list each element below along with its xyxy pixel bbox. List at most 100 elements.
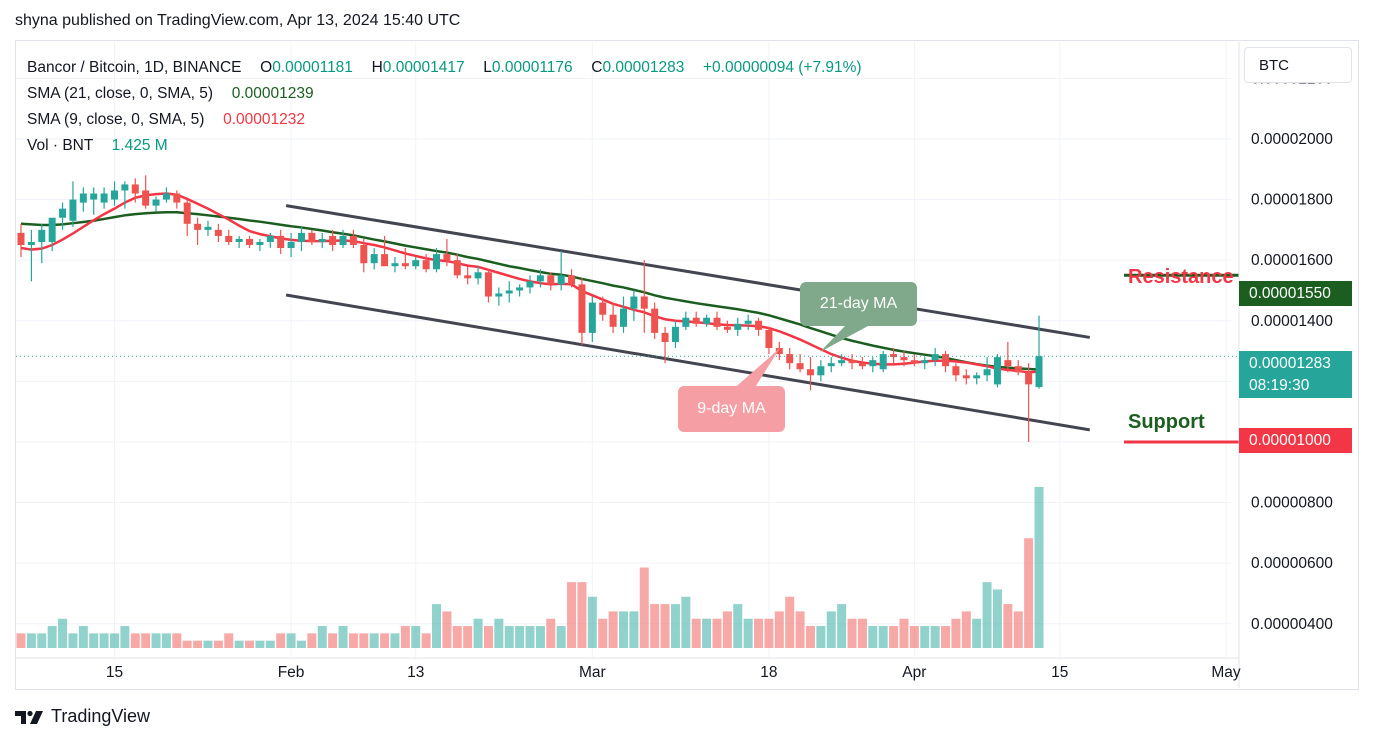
x-tick-label: Mar: [579, 664, 606, 681]
legend-sma9-row[interactable]: SMA (9, close, 0, SMA, 5) 0.00001232: [27, 107, 862, 133]
candle-body: [858, 363, 866, 367]
candle-body: [474, 272, 482, 279]
legend-sma21-row[interactable]: SMA (21, close, 0, SMA, 5) 0.00001239: [27, 81, 862, 107]
y-tick-label: 0.00000400: [1251, 616, 1333, 633]
candle-body: [110, 190, 118, 200]
candle-body: [620, 308, 627, 327]
volume-bar: [515, 626, 525, 648]
candle-body: [931, 354, 939, 361]
candle-body: [121, 184, 129, 191]
volume-bar: [234, 640, 244, 648]
volume-bar: [691, 618, 701, 648]
candle-body: [817, 366, 825, 376]
candle-body: [838, 360, 846, 364]
volume-bar: [151, 633, 161, 648]
candle-body: [578, 284, 586, 333]
candle-body: [1014, 366, 1022, 373]
candle-body: [755, 320, 763, 330]
volume-bar: [774, 611, 784, 648]
volume-bar: [556, 626, 566, 648]
candle-body: [973, 375, 981, 379]
candle-body: [588, 302, 596, 333]
candle-body: [79, 193, 87, 203]
candle-body: [464, 275, 472, 279]
candle-body: [890, 354, 898, 358]
candle-body: [921, 360, 929, 364]
volume-bar: [78, 626, 88, 648]
currency-button[interactable]: BTC: [1244, 47, 1352, 83]
candle-body: [370, 254, 378, 264]
candle-body: [443, 254, 451, 261]
x-tick-label: 13: [407, 664, 424, 681]
candle-body: [422, 260, 430, 270]
brand[interactable]: TradingView: [15, 706, 150, 727]
candle-body: [360, 245, 368, 264]
x-tick-label: Apr: [902, 664, 926, 681]
volume-bar: [577, 582, 587, 648]
candle-body: [391, 263, 399, 267]
volume-bar: [525, 626, 535, 648]
candle-body: [484, 272, 492, 297]
candle-body: [204, 226, 212, 230]
candle-body: [412, 260, 420, 267]
support-price-tag: 0.00001000: [1239, 428, 1352, 453]
candle-body: [557, 275, 565, 285]
candle-body: [609, 314, 617, 327]
legend-volume-label: Vol · BNT: [27, 137, 94, 154]
candle-body: [651, 308, 659, 333]
candle-body: [734, 323, 742, 330]
volume-bar: [1013, 611, 1023, 648]
legend-sma9-label: SMA (9, close, 0, SMA, 5): [27, 111, 205, 128]
candle-body: [723, 326, 731, 330]
volume-bar: [847, 618, 857, 648]
volume-bar: [26, 633, 36, 648]
resistance-label: Resistance: [1128, 266, 1234, 288]
volume-bar: [712, 618, 722, 648]
candle-body: [433, 254, 441, 270]
candle-body: [869, 360, 877, 367]
x-axis: 15 Feb 13 Mar 18 Apr 15 May: [16, 657, 1241, 681]
volume-bar: [296, 640, 306, 648]
price-channel: [285, 204, 1091, 432]
chart-legend: Bancor / Bitcoin, 1D, BINANCE O0.0000118…: [27, 55, 862, 159]
volume-bar: [494, 618, 504, 648]
volume-bar: [16, 633, 26, 648]
volume-bar: [99, 633, 109, 648]
legend-volume-row[interactable]: Vol · BNT 1.425 M: [27, 133, 862, 159]
candle-body: [827, 363, 835, 367]
candle-body: [287, 241, 295, 249]
legend-change: +0.00000094 (+7.91%): [703, 59, 862, 76]
volume-bar: [317, 626, 327, 648]
volume-bar: [619, 611, 628, 648]
y-tick-label: 0.00002000: [1251, 131, 1333, 148]
candle-body: [547, 275, 555, 285]
volume-bar: [743, 618, 753, 648]
volume-bar: [629, 611, 639, 648]
channel-upper-line: [285, 204, 1091, 339]
candle-body: [183, 202, 191, 224]
volume-bar: [161, 633, 171, 648]
candle-body: [786, 354, 794, 364]
candle-body: [505, 290, 513, 294]
candle-body: [401, 263, 409, 267]
candle-body: [568, 275, 576, 285]
volume-bar: [899, 618, 909, 648]
publisher-line: shyna published on TradingView.com, Apr …: [15, 12, 461, 29]
candle-body: [536, 275, 544, 282]
ma21-callout-pointer: [820, 326, 868, 352]
legend-sma21-label: SMA (21, close, 0, SMA, 5): [27, 85, 214, 102]
volume-bar: [172, 633, 182, 648]
candle-body: [775, 348, 783, 355]
volume-bar: [421, 633, 431, 648]
volume-bar: [1024, 538, 1034, 648]
volume-bar: [972, 618, 982, 648]
volume-bar: [868, 626, 878, 648]
volume-bar: [889, 626, 899, 648]
legend-low-value: 0.00001176: [491, 59, 573, 76]
support-label: Support: [1128, 411, 1205, 433]
candle-body: [339, 235, 347, 246]
volume-bar: [390, 633, 400, 648]
candle-body: [27, 241, 35, 246]
